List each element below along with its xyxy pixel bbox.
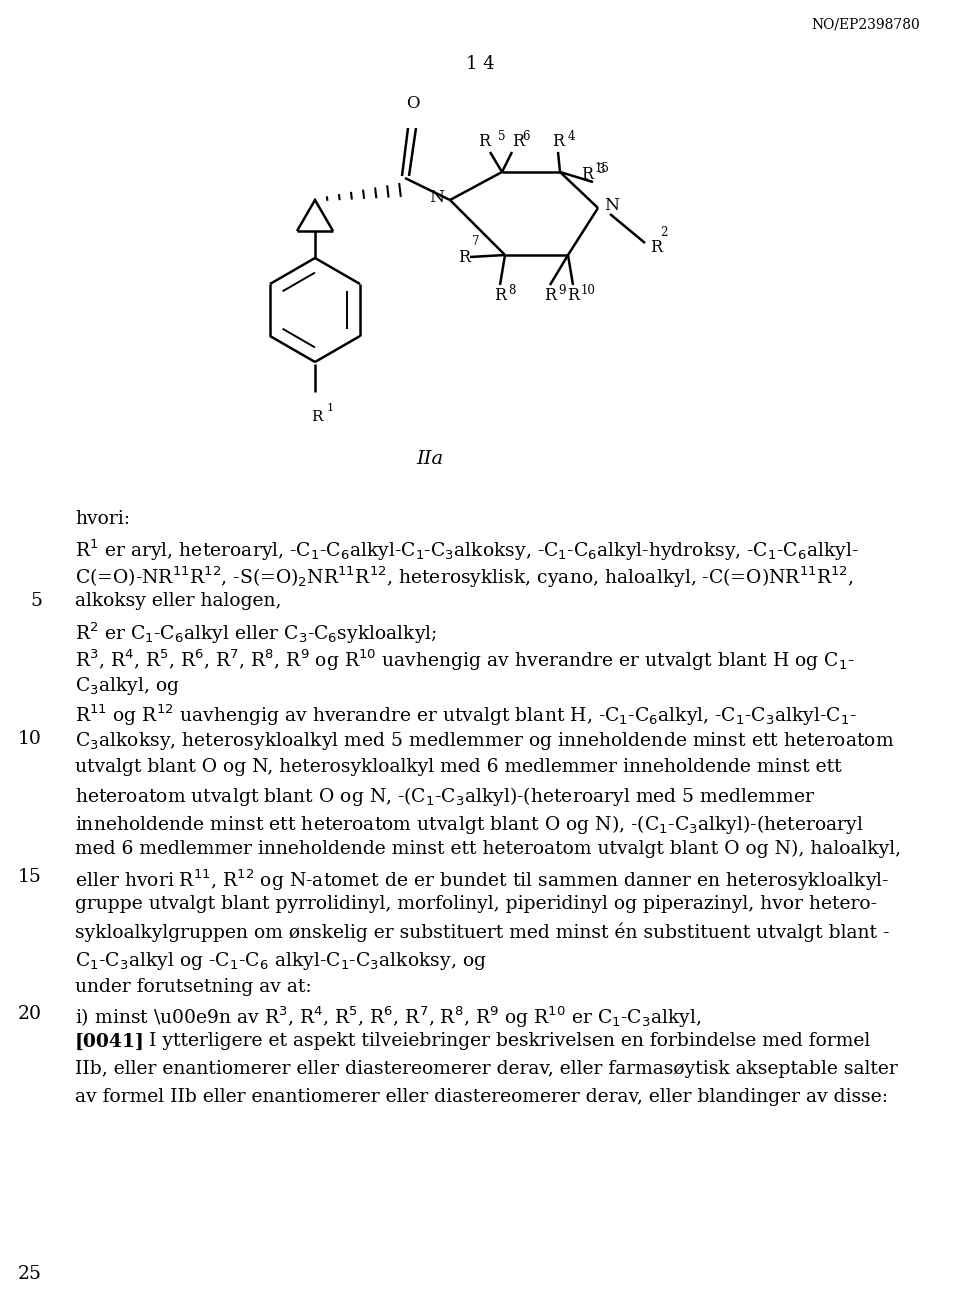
Text: R: R xyxy=(494,287,506,304)
Text: R: R xyxy=(311,410,323,424)
Text: 10: 10 xyxy=(581,284,596,297)
Text: sykloalkylgruppen om ønskelig er substituert med minst én substituent utvalgt bl: sykloalkylgruppen om ønskelig er substit… xyxy=(75,922,890,943)
Text: inneholdende minst ett heteroatom utvalgt blant O og N), -(C$_{1}$-C$_{3}$alkyl): inneholdende minst ett heteroatom utvalg… xyxy=(75,812,864,835)
Text: [0041]: [0041] xyxy=(75,1033,145,1050)
Text: R: R xyxy=(478,133,490,150)
Text: R$^{11}$ og R$^{12}$ uavhengig av hverandre er utvalgt blant H, -C$_{1}$-C$_{6}$: R$^{11}$ og R$^{12}$ uavhengig av hveran… xyxy=(75,702,856,728)
Text: N: N xyxy=(604,198,619,215)
Text: 25: 25 xyxy=(18,1265,42,1283)
Text: gruppe utvalgt blant pyrrolidinyl, morfolinyl, piperidinyl og piperazinyl, hvor : gruppe utvalgt blant pyrrolidinyl, morfo… xyxy=(75,895,877,913)
Text: C$_{3}$alkyl, og: C$_{3}$alkyl, og xyxy=(75,675,180,697)
Text: 4: 4 xyxy=(568,131,575,144)
Text: 2: 2 xyxy=(660,226,667,239)
Text: R$^{2}$ er C$_{1}$-C$_{6}$alkyl eller C$_{3}$-C$_{6}$sykloalkyl;: R$^{2}$ er C$_{1}$-C$_{6}$alkyl eller C$… xyxy=(75,621,437,645)
Text: 7: 7 xyxy=(472,235,479,248)
Text: R: R xyxy=(581,166,593,184)
Text: NO/EP2398780: NO/EP2398780 xyxy=(811,18,920,32)
Text: IIb, eller enantiomerer eller diastereomerer derav, eller farmasøytisk akseptabl: IIb, eller enantiomerer eller diastereom… xyxy=(75,1060,898,1078)
Text: 3: 3 xyxy=(597,163,605,176)
Text: C$_{1}$-C$_{3}$alkyl og -C$_{1}$-C$_{6}$ alkyl-C$_{1}$-C$_{3}$alkoksy, og: C$_{1}$-C$_{3}$alkyl og -C$_{1}$-C$_{6}$… xyxy=(75,950,487,972)
Text: 5: 5 xyxy=(498,131,506,144)
Text: R$^{1}$ er aryl, heteroaryl, -C$_{1}$-C$_{6}$alkyl-C$_{1}$-C$_{3}$alkoksy, -C$_{: R$^{1}$ er aryl, heteroaryl, -C$_{1}$-C$… xyxy=(75,538,859,562)
Text: 10: 10 xyxy=(18,731,42,747)
Text: 15: 15 xyxy=(595,162,610,175)
Text: C(=O)-NR$^{11}$R$^{12}$, -S(=O)$_{2}$NR$^{11}$R$^{12}$, heterosyklisk, cyano, ha: C(=O)-NR$^{11}$R$^{12}$, -S(=O)$_{2}$NR$… xyxy=(75,565,854,591)
Text: 15: 15 xyxy=(18,868,42,886)
Text: under forutsetning av at:: under forutsetning av at: xyxy=(75,978,312,996)
Text: R$^{3}$, R$^{4}$, R$^{5}$, R$^{6}$, R$^{7}$, R$^{8}$, R$^{9}$ og R$^{10}$ uavhen: R$^{3}$, R$^{4}$, R$^{5}$, R$^{6}$, R$^{… xyxy=(75,648,854,672)
Text: 20: 20 xyxy=(18,1005,42,1023)
Text: heteroatom utvalgt blant O og N, -(C$_{1}$-C$_{3}$alkyl)-(heteroaryl med 5 medle: heteroatom utvalgt blant O og N, -(C$_{1… xyxy=(75,785,815,808)
Text: 9: 9 xyxy=(558,284,565,297)
Text: IIa: IIa xyxy=(417,450,444,468)
Text: 6: 6 xyxy=(522,131,530,144)
Text: utvalgt blant O og N, heterosykloalkyl med 6 medlemmer inneholdende minst ett: utvalgt blant O og N, heterosykloalkyl m… xyxy=(75,758,842,776)
Text: 5: 5 xyxy=(30,592,42,610)
Text: hvori:: hvori: xyxy=(75,509,130,528)
Text: R: R xyxy=(567,287,579,304)
Text: R: R xyxy=(512,133,524,150)
Text: O: O xyxy=(406,94,420,112)
Text: R: R xyxy=(544,287,556,304)
Text: i) minst \u00e9n av R$^{3}$, R$^{4}$, R$^{5}$, R$^{6}$, R$^{7}$, R$^{8}$, R$^{9}: i) minst \u00e9n av R$^{3}$, R$^{4}$, R$… xyxy=(75,1005,702,1031)
Text: R: R xyxy=(650,239,662,256)
Text: 1: 1 xyxy=(327,403,334,412)
Text: eller hvori R$^{11}$, R$^{12}$ og N-atomet de er bundet til sammen danner en het: eller hvori R$^{11}$, R$^{12}$ og N-atom… xyxy=(75,868,889,893)
Text: 1 4: 1 4 xyxy=(466,56,494,72)
Text: 8: 8 xyxy=(508,284,516,297)
Text: alkoksy eller halogen,: alkoksy eller halogen, xyxy=(75,592,281,610)
Text: R: R xyxy=(552,133,564,150)
Text: av formel IIb eller enantiomerer eller diastereomerer derav, eller blandinger av: av formel IIb eller enantiomerer eller d… xyxy=(75,1087,888,1106)
Text: N: N xyxy=(429,190,444,207)
Text: med 6 medlemmer inneholdende minst ett heteroatom utvalgt blant O og N), haloalk: med 6 medlemmer inneholdende minst ett h… xyxy=(75,840,901,859)
Text: I ytterligere et aspekt tilveiebringer beskrivelsen en forbindelse med formel: I ytterligere et aspekt tilveiebringer b… xyxy=(137,1033,871,1050)
Text: C$_{3}$alkoksy, heterosykloalkyl med 5 medlemmer og inneholdende minst ett heter: C$_{3}$alkoksy, heterosykloalkyl med 5 m… xyxy=(75,731,895,753)
Text: R: R xyxy=(458,248,470,265)
